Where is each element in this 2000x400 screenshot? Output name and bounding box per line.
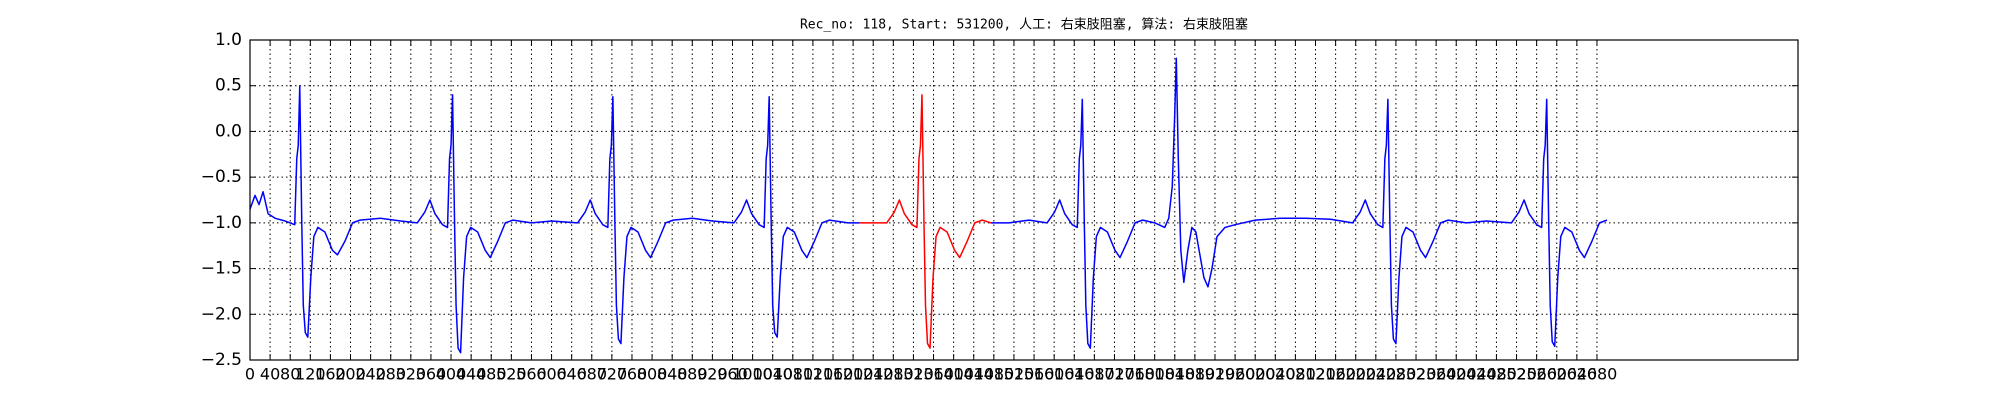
x-tick-label: 2520	[1496, 365, 1537, 384]
x-tick-label: 40	[260, 365, 280, 384]
x-tick-label: 1160	[813, 365, 854, 384]
x-tick-label: 2080	[1275, 365, 1316, 384]
x-tick-label: 320	[396, 365, 427, 384]
x-tick-label: 1760	[1114, 365, 1155, 384]
x-tick-label: 1040	[752, 365, 793, 384]
y-tick-label: 1.0	[215, 30, 242, 50]
x-tick-label: 2120	[1295, 365, 1336, 384]
ecg-line	[990, 57, 1608, 349]
x-tick-label: 1480	[973, 365, 1014, 384]
x-tick-label: 560	[516, 365, 547, 384]
x-tick-label: 1320	[893, 365, 934, 384]
x-tick-label: 1440	[953, 365, 994, 384]
x-tick-label: 1240	[853, 365, 894, 384]
x-tick-label: 200	[335, 365, 366, 384]
x-tick-label: 120	[295, 365, 326, 384]
x-tick-label: 240	[355, 365, 386, 384]
y-tick-label: −1.5	[201, 259, 242, 279]
x-tick-label: 640	[556, 365, 587, 384]
x-tick-label: 1880	[1175, 365, 1216, 384]
x-tick-label: 0	[245, 365, 255, 384]
x-tick-label: 360	[416, 365, 447, 384]
x-tick-label: 1960	[1215, 365, 1256, 384]
y-tick-label: 0.0	[215, 121, 242, 141]
x-tick-label: 2560	[1516, 365, 1557, 384]
x-tick-label: 1720	[1094, 365, 1135, 384]
x-tick-label: 1680	[1074, 365, 1115, 384]
ecg-line	[249, 84, 860, 354]
x-tick-label: 2320	[1396, 365, 1437, 384]
ecg-line	[859, 94, 992, 349]
x-tick-label: 720	[597, 365, 628, 384]
x-tick-label: 600	[536, 365, 567, 384]
x-tick-label: 1280	[873, 365, 914, 384]
x-tick-label: 2200	[1335, 365, 1376, 384]
x-tick-label: 1000	[732, 365, 773, 384]
x-tick-label: 2480	[1476, 365, 1517, 384]
x-tick-label: 1800	[1134, 365, 1175, 384]
x-tick-label: 1920	[1195, 365, 1236, 384]
x-tick-label: 160	[315, 365, 346, 384]
x-tick-label: 1520	[994, 365, 1035, 384]
x-tick-label: 2400	[1436, 365, 1477, 384]
x-tick-label: 800	[637, 365, 668, 384]
x-tick-label: 2360	[1416, 365, 1457, 384]
x-tick-label: 840	[657, 365, 688, 384]
x-tick-label: 2680	[1577, 365, 1618, 384]
y-tick-label: −0.5	[201, 167, 242, 187]
x-tick-label: 280	[375, 365, 406, 384]
x-tick-label: 760	[617, 365, 648, 384]
y-tick-label: −1.0	[201, 213, 242, 233]
x-tick-label: 2040	[1255, 365, 1296, 384]
x-tick-label: 440	[456, 365, 487, 384]
x-tick-label: 1360	[913, 365, 954, 384]
x-tick-label: 400	[436, 365, 467, 384]
x-tick-label: 2240	[1355, 365, 1396, 384]
y-tick-label: −2.5	[201, 350, 242, 370]
x-tick-label: 2600	[1536, 365, 1577, 384]
x-tick-label: 680	[576, 365, 607, 384]
y-tick-label: −2.0	[201, 304, 242, 324]
x-tick-label: 2160	[1315, 365, 1356, 384]
plot-frame	[249, 39, 1799, 361]
x-tick-label: 1640	[1054, 365, 1095, 384]
x-tick-label: 960	[717, 365, 748, 384]
x-tick-label: 1840	[1154, 365, 1195, 384]
x-tick-label: 1400	[933, 365, 974, 384]
x-tick-label: 1560	[1014, 365, 1055, 384]
x-tick-label: 2000	[1235, 365, 1276, 384]
x-tick-label: 520	[496, 365, 527, 384]
x-tick-label: 2640	[1556, 365, 1597, 384]
x-tick-label: 1120	[793, 365, 834, 384]
x-tick-label: 480	[476, 365, 507, 384]
x-tick-label: 2440	[1456, 365, 1497, 384]
x-tick-label: 1080	[772, 365, 813, 384]
x-tick-label: 1600	[1034, 365, 1075, 384]
x-tick-label: 1200	[833, 365, 874, 384]
x-tick-label: 80	[280, 365, 300, 384]
x-tick-label: 920	[697, 365, 728, 384]
chart-title: Rec_no: 118, Start: 531200, 人工: 右束肢阻塞, 算…	[800, 17, 1248, 33]
x-tick-label: 880	[677, 365, 708, 384]
x-tick-label: 2280	[1376, 365, 1417, 384]
y-tick-label: 0.5	[215, 76, 242, 96]
